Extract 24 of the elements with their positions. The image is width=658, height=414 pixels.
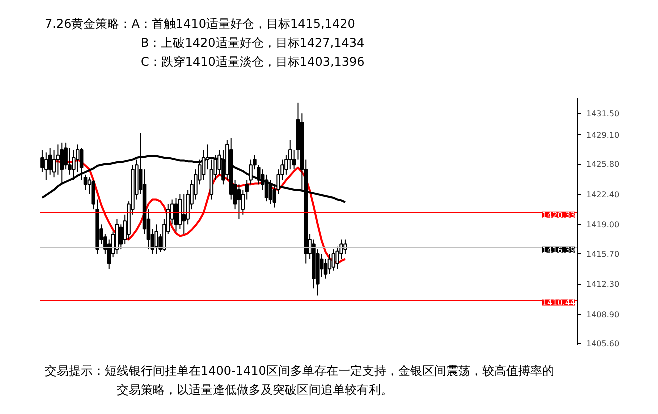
y-tick-label: 1419.00 — [586, 220, 620, 230]
candlestick — [44, 152, 48, 181]
candlestick — [56, 144, 60, 176]
candlestick — [154, 224, 158, 254]
y-tick-label: 1422.40 — [586, 190, 620, 200]
candlestick — [182, 194, 186, 235]
y-tick-label: 1415.70 — [586, 250, 620, 259]
y-tick-label: 1408.90 — [586, 310, 620, 320]
chart-title: 7.26黄金策略：A：首触1410适量好仓，目标1415,1420 — [45, 17, 356, 31]
candlestick — [328, 253, 332, 275]
y-tick-label: 1431.50 — [586, 110, 620, 119]
y-tick-label: 1429.10 — [586, 130, 620, 140]
candlestick — [344, 239, 348, 254]
ref-line-label: 1410.44 — [542, 298, 576, 308]
candlestick — [174, 198, 178, 232]
ref-line-label: 1416.39 — [542, 246, 576, 255]
y-tick-label: 1405.60 — [586, 340, 620, 349]
chart-subtitle: B：上破1420适量好仓，目标1427,1434 C：跌穿1410适量淡仓，目标1403,1396 — [140, 35, 365, 71]
y-tick-label: 1412.30 — [586, 280, 620, 290]
ref-line-label: 1420.33 — [542, 210, 576, 220]
y-tick-label: 1425.80 — [586, 160, 620, 170]
candlestick — [332, 249, 336, 272]
candlestick — [237, 184, 242, 220]
text: 交易提示：短线银行间挂单在1400-1410区间多单存在一定支持，金银区间震荡，较高值搏率的交易策略，以适量逢低做多及突破区间追单较有利。 — [44, 363, 556, 399]
